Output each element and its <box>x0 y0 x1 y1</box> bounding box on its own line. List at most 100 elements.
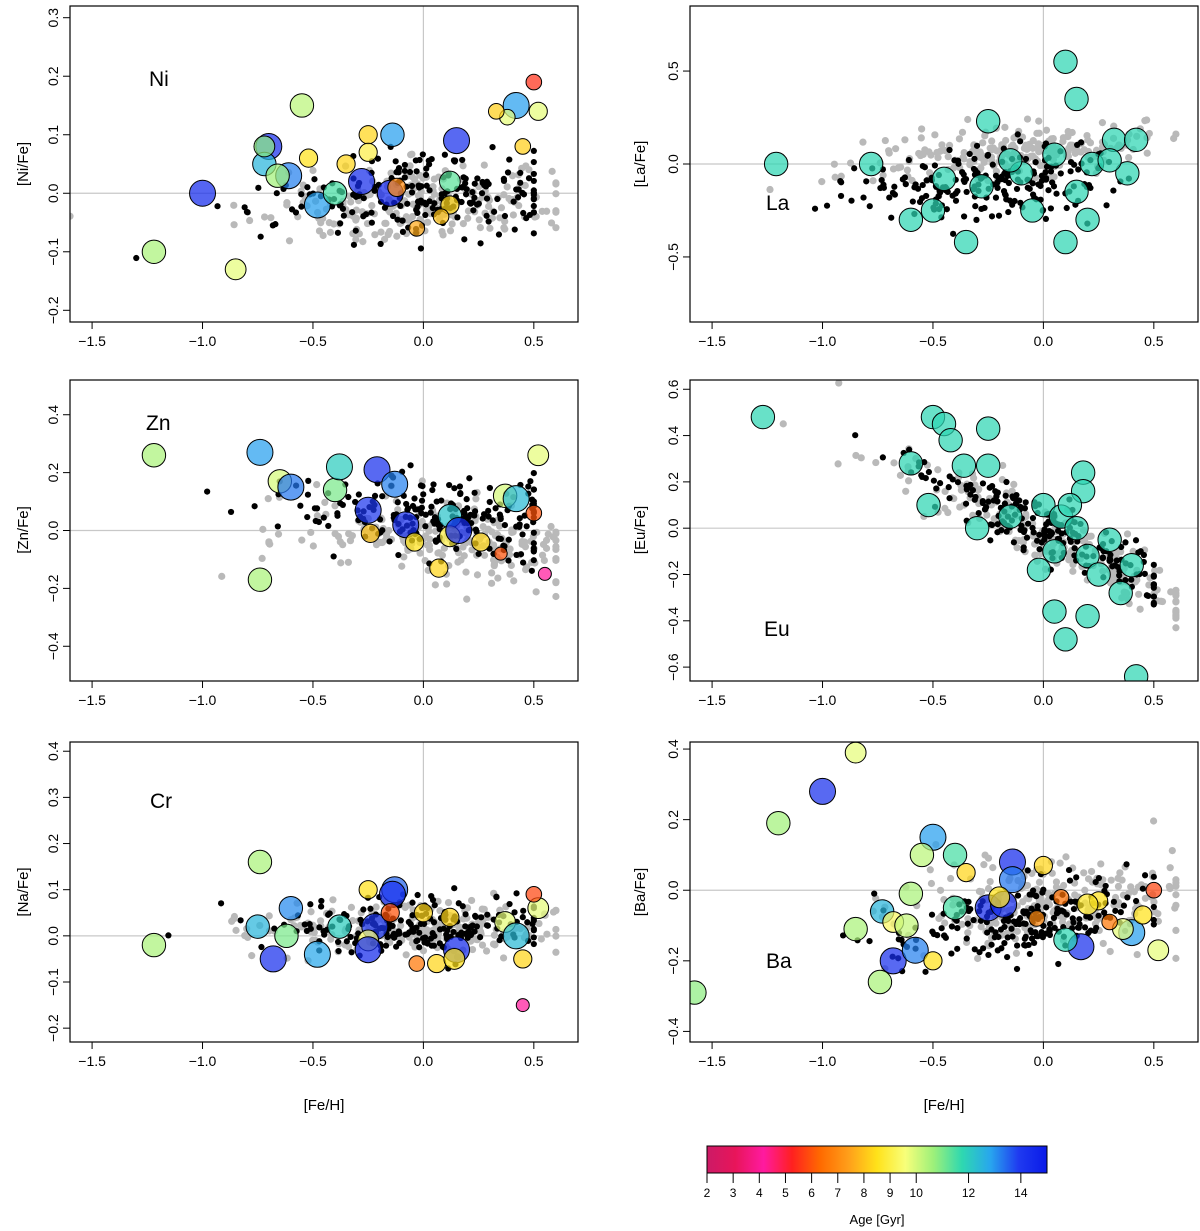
field-star-point <box>903 166 912 174</box>
cluster-star-point <box>1143 592 1150 599</box>
field-star-point <box>552 948 560 956</box>
field-star-point <box>1008 487 1016 495</box>
cluster-age-circle <box>189 179 217 207</box>
cluster-star-point <box>964 484 971 492</box>
cluster-star-point <box>1009 201 1016 208</box>
cluster-star-point <box>458 184 465 191</box>
cluster-star-point <box>315 518 323 526</box>
cluster-star-point <box>530 557 537 564</box>
y-tick-label: 0.2 <box>45 834 61 854</box>
field-star-point <box>552 190 560 198</box>
cluster-star-point <box>431 932 438 940</box>
cluster-star-point <box>1021 941 1028 949</box>
cluster-star-point <box>410 928 417 935</box>
cluster-star-point <box>1027 927 1034 934</box>
y-axis-label: [Ni/Fe] <box>15 142 32 186</box>
field-star-point <box>934 154 942 162</box>
cluster-star-point <box>1008 925 1015 932</box>
x-tick-label: 0.5 <box>524 333 544 349</box>
cluster-star-point <box>429 896 437 904</box>
cluster-star-point <box>417 482 425 489</box>
cluster-star-point <box>960 177 967 184</box>
field-star-point <box>259 525 267 533</box>
cluster-star-point <box>419 151 426 158</box>
cluster-age-circle <box>975 453 1001 478</box>
cluster-age-circle <box>909 842 935 868</box>
field-star-point <box>852 451 860 460</box>
field-star-point <box>1010 480 1018 489</box>
cluster-age-circle <box>1097 527 1122 552</box>
cluster-age-circle <box>360 523 380 543</box>
cluster-star-point <box>403 500 410 508</box>
field-star-point <box>1087 532 1095 540</box>
cluster-star-point <box>517 169 524 176</box>
cluster-star-point <box>1013 491 1020 499</box>
x-tick-label: 0.5 <box>1144 692 1164 708</box>
cluster-star-point <box>1023 534 1031 541</box>
cluster-star-point <box>880 184 888 191</box>
cluster-star-point <box>485 513 492 520</box>
field-star-point <box>491 940 499 948</box>
colorbar-tick-label: 2 <box>704 1186 711 1200</box>
field-star-point <box>418 517 426 526</box>
cluster-star-point <box>948 950 955 957</box>
cluster-star-point <box>1025 941 1032 949</box>
field-star-point <box>926 169 934 177</box>
cluster-age-circle <box>998 148 1023 173</box>
field-star-point <box>331 502 339 510</box>
cluster-star-point <box>911 184 918 191</box>
cluster-star-point <box>871 890 878 897</box>
field-star-point <box>956 503 964 511</box>
field-star-point <box>552 579 560 587</box>
y-tick-label: −0.1 <box>45 238 61 266</box>
cluster-age-circle <box>487 103 505 120</box>
cluster-star-point <box>1032 159 1039 166</box>
cluster-age-circle <box>1119 553 1144 578</box>
cluster-star-point <box>520 559 527 566</box>
cluster-age-circle <box>298 148 319 168</box>
cluster-star-point <box>1013 185 1021 193</box>
cluster-star-point <box>994 521 1001 528</box>
cluster-star-point <box>513 890 520 897</box>
cluster-star-point <box>1150 572 1157 579</box>
field-star-point <box>1172 624 1180 632</box>
cluster-age-circle <box>427 953 447 974</box>
field-star-point <box>446 227 455 235</box>
field-star-point <box>337 559 345 567</box>
field-star-point <box>509 211 517 219</box>
field-star-point <box>464 207 473 215</box>
field-star-point <box>977 164 985 172</box>
field-star-point <box>1172 592 1180 600</box>
cluster-star-point <box>417 245 425 252</box>
cluster-star-point <box>1048 529 1055 536</box>
field-star-point <box>468 896 476 905</box>
field-star-point <box>378 538 386 547</box>
cluster-star-point <box>529 920 536 928</box>
field-star-point <box>359 238 367 246</box>
cluster-star-point <box>1036 546 1043 553</box>
field-star-point <box>230 221 238 229</box>
cluster-star-point <box>462 191 470 198</box>
cluster-star-point <box>1026 891 1033 898</box>
cluster-star-point <box>511 226 518 233</box>
cluster-star-point <box>1150 561 1157 568</box>
cluster-star-point <box>954 479 962 486</box>
cluster-age-circle <box>750 404 776 430</box>
element-label: Cr <box>150 790 172 813</box>
cluster-star-point <box>971 155 978 162</box>
cluster-age-circle <box>378 880 406 908</box>
field-star-point <box>385 227 394 236</box>
cluster-star-point <box>1113 557 1120 564</box>
cluster-star-point <box>306 921 313 928</box>
cluster-star-point <box>1075 166 1082 173</box>
cluster-star-point <box>1070 161 1078 168</box>
cluster-star-point <box>345 493 352 501</box>
field-star-point <box>425 527 433 535</box>
cluster-star-point <box>520 209 527 217</box>
cluster-star-point <box>902 181 909 188</box>
cluster-star-point <box>1095 874 1103 882</box>
cluster-star-point <box>368 209 375 216</box>
cluster-star-point <box>1016 921 1023 928</box>
cluster-star-point <box>1051 924 1058 932</box>
x-tick-label: −1.0 <box>189 692 217 708</box>
